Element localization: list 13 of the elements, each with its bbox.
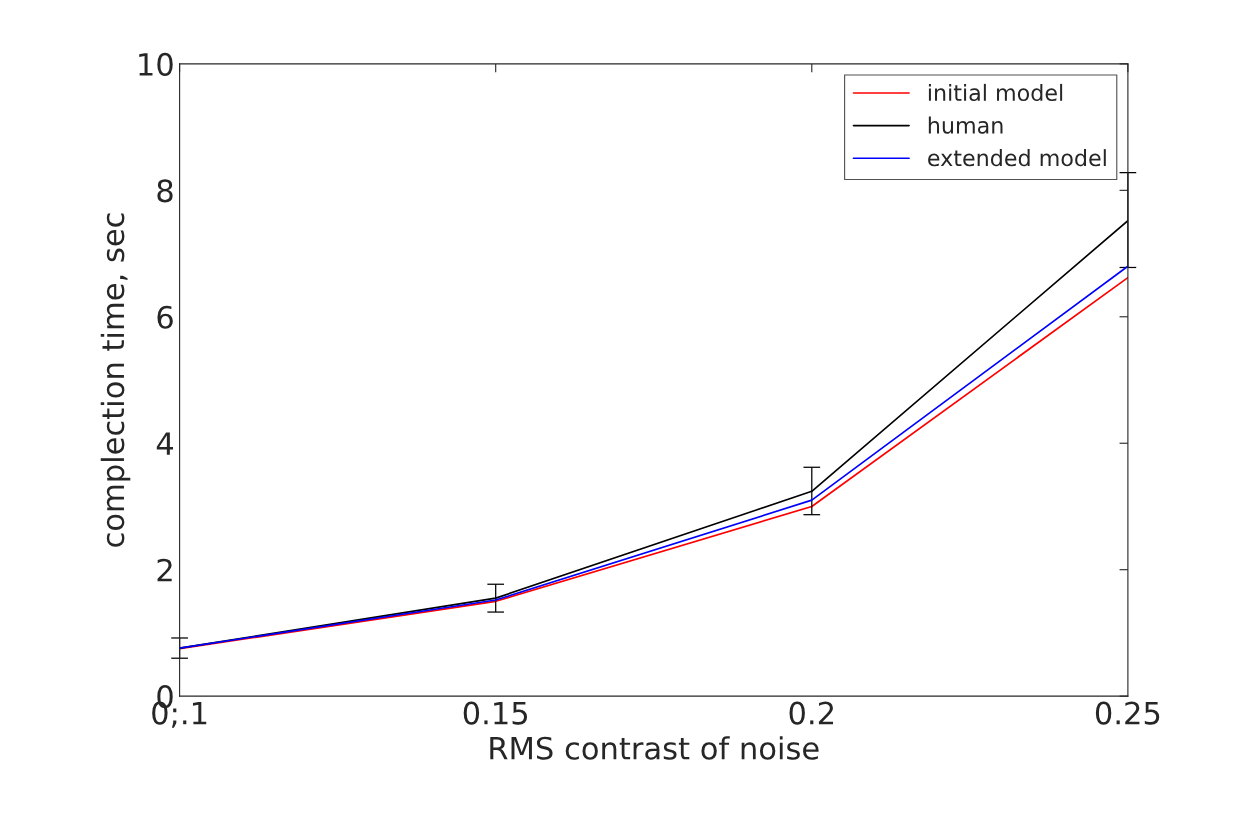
y-tick-label: 2	[157, 558, 172, 582]
x-axis-title: RMS contrast of noise	[490, 736, 819, 760]
legend-label: initial model	[928, 83, 1063, 102]
y-tick-label: 6	[157, 305, 173, 329]
x-tick-label: 0.25	[1095, 701, 1160, 725]
x-tick-label: 0.2	[789, 701, 834, 725]
x-tick-label: 0.15	[463, 701, 528, 725]
y-tick-label: 10	[139, 52, 173, 76]
legend-label: extended model	[928, 149, 1106, 167]
y-tick-label: 4	[156, 432, 174, 455]
y-axis-title: complection time, sec	[100, 213, 131, 547]
legend-label: human	[928, 116, 1003, 134]
y-tick-label: 8	[157, 179, 173, 203]
